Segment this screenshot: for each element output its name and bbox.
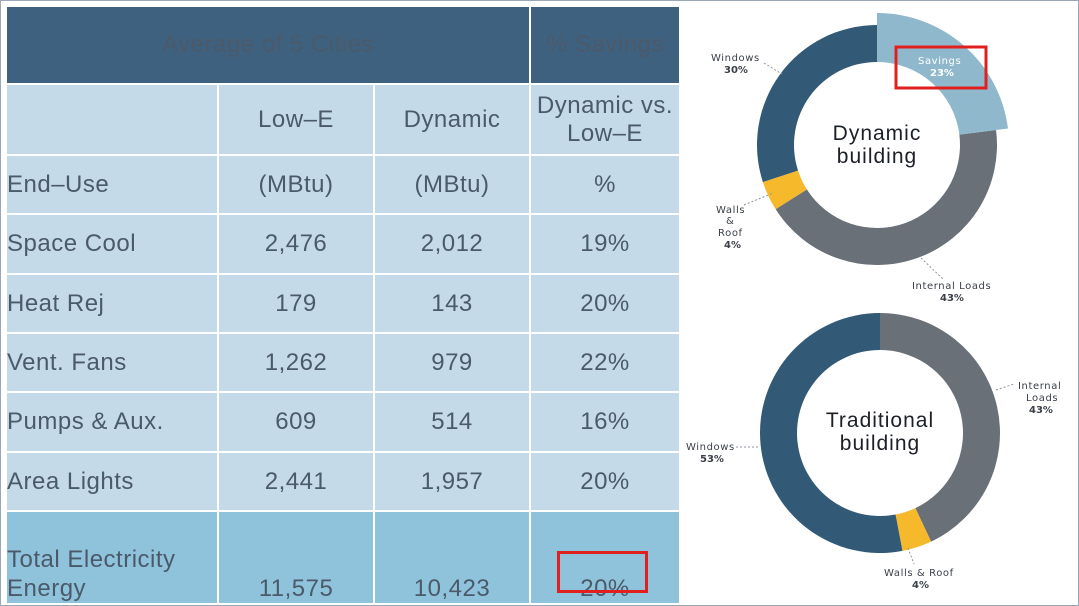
dynamic-building-donut: Dynamic building Windows 30% Savings 23%… <box>711 13 1008 304</box>
total-row: Total Electricity Energy 11,575 10,423 2… <box>5 510 681 605</box>
dyn-savings-label: Savings <box>918 56 961 67</box>
unit-dynamic: (MBtu) <box>373 154 531 215</box>
traditional-title-line2: building <box>840 432 920 455</box>
slice-savings <box>877 13 1008 135</box>
trad-internal-label-line1: Internal <box>1018 381 1061 392</box>
row-lowe: 1,262 <box>217 332 375 393</box>
slice-windows <box>759 313 903 553</box>
row-label: Heat Rej <box>5 273 219 334</box>
unit-pct: % <box>529 154 681 215</box>
slice-internal-loads <box>775 129 997 266</box>
total-lowe: 11,575 <box>217 510 375 605</box>
row-lowe: 609 <box>217 391 375 453</box>
savings-header: % Savings <box>529 5 681 85</box>
table-title: Average of 5 Cities <box>5 5 531 85</box>
slice-walls-roof <box>762 170 807 210</box>
row-lowe: 179 <box>217 273 375 334</box>
slice-internal-loads <box>880 313 1000 542</box>
units-row-label: End–Use <box>5 154 219 215</box>
row-dynamic: 143 <box>373 273 531 334</box>
row-dynamic: 979 <box>373 332 531 393</box>
row-label: Area Lights <box>5 451 219 512</box>
trad-windows-value: 53% <box>700 454 724 465</box>
row-lowe: 2,476 <box>217 213 375 275</box>
windows-leader-line <box>763 62 783 75</box>
dyn-savings-value: 23% <box>930 68 954 79</box>
energy-savings-table: Average of 5 Cities % Savings Low–E Dyna… <box>5 5 681 605</box>
trad-internal-label-line2: Loads <box>1026 393 1058 404</box>
traditional-building-donut: Traditional building Internal Loads 43% … <box>686 313 1061 591</box>
donut-charts: Dynamic building Windows 30% Savings 23%… <box>686 13 1061 591</box>
dyn-walls-label-line1: Walls <box>716 205 745 216</box>
table-row: Area Lights 2,441 1,957 20% <box>5 451 681 512</box>
row-dynamic: 514 <box>373 391 531 453</box>
trad-internal-leader-line <box>995 383 1015 391</box>
row-lowe: 2,441 <box>217 451 375 512</box>
savings-highlight-box <box>894 45 988 90</box>
slice-walls-roof <box>895 508 932 551</box>
trad-walls-value: 4% <box>912 580 929 591</box>
col-lowe-header: Low–E <box>217 83 375 156</box>
trad-walls-label: Walls & Roof <box>884 568 954 579</box>
total-pct: 20% <box>529 510 681 605</box>
dyn-windows-value: 30% <box>724 65 748 76</box>
row-label: Pumps & Aux. <box>5 391 219 453</box>
row-pct: 20% <box>529 273 681 334</box>
trad-internal-value: 43% <box>1029 405 1053 416</box>
dynamic-title-line1: Dynamic <box>833 122 922 145</box>
row-dynamic: 1,957 <box>373 451 531 512</box>
col-vs-header: Dynamic vs. Low–E <box>529 83 681 156</box>
row-pct: 16% <box>529 391 681 453</box>
table-row: Pumps & Aux. 609 514 16% <box>5 391 681 453</box>
slice-windows <box>757 25 877 183</box>
dynamic-title-line2: building <box>837 145 917 168</box>
walls-leader-line <box>743 192 774 206</box>
col-dynamic-header: Dynamic <box>373 83 531 156</box>
empty-header-cell <box>5 83 219 156</box>
dyn-walls-label-line3: Roof <box>718 228 743 239</box>
row-dynamic: 2,012 <box>373 213 531 275</box>
row-label: Space Cool <box>5 213 219 275</box>
internal-leader-line <box>920 257 945 281</box>
table-row: Vent. Fans 1,262 979 22% <box>5 332 681 393</box>
trad-walls-leader-line <box>907 547 915 565</box>
dyn-windows-label: Windows <box>711 53 760 64</box>
dyn-walls-label-line2: & <box>726 216 734 227</box>
dyn-walls-value: 4% <box>724 240 741 251</box>
row-pct: 19% <box>529 213 681 275</box>
row-pct: 20% <box>529 451 681 512</box>
total-savings-highlight-box <box>557 551 648 593</box>
total-dynamic: 10,423 <box>373 510 531 605</box>
row-pct: 22% <box>529 332 681 393</box>
table-row: Space Cool 2,476 2,012 19% <box>5 213 681 275</box>
total-label: Total Electricity Energy <box>5 510 219 605</box>
table-row: Heat Rej 179 143 20% <box>5 273 681 334</box>
dyn-internal-label: Internal Loads <box>912 281 991 292</box>
row-label: Vent. Fans <box>5 332 219 393</box>
dyn-internal-value: 43% <box>940 293 964 304</box>
trad-windows-label: Windows <box>686 442 735 453</box>
traditional-title-line1: Traditional <box>826 409 934 432</box>
unit-lowe: (MBtu) <box>217 154 375 215</box>
